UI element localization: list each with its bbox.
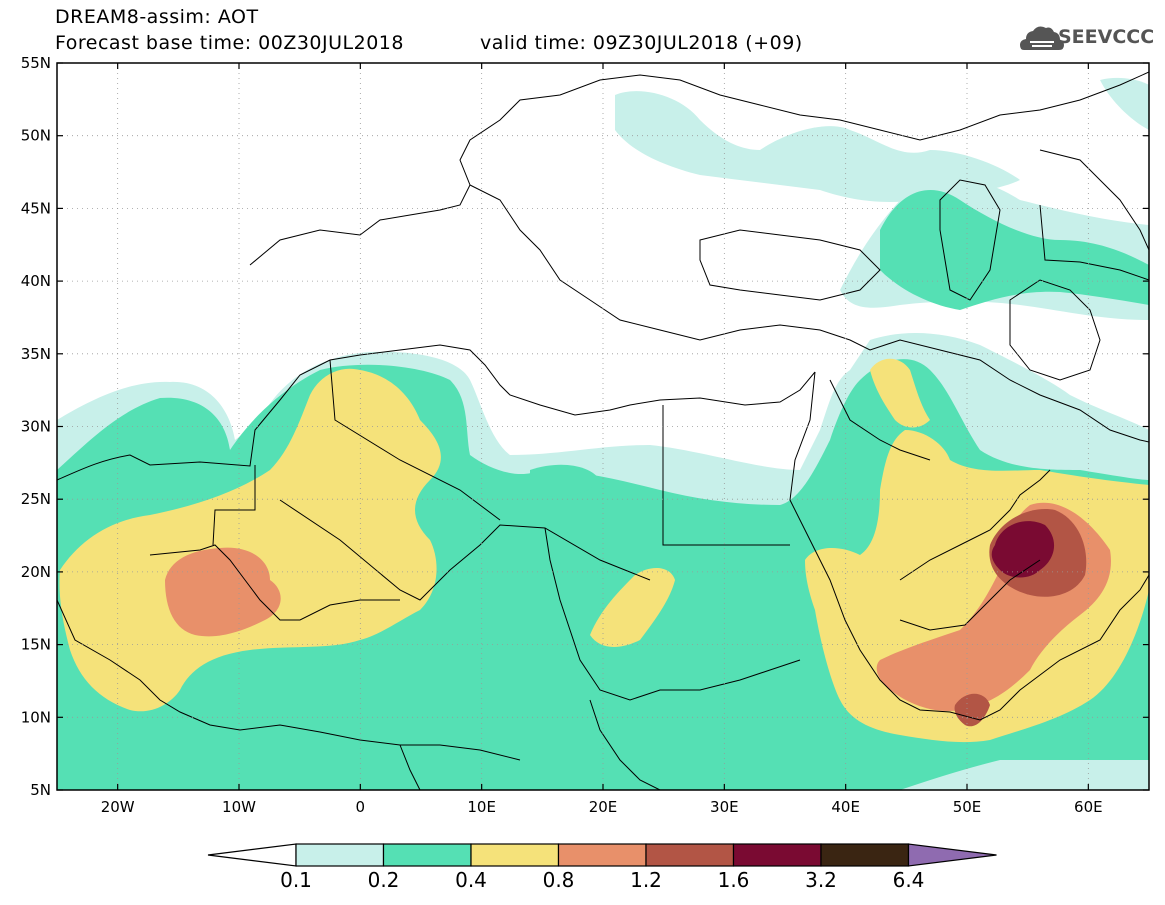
- colorbar-box: [645, 843, 735, 867]
- lat-label: 30N: [21, 418, 51, 436]
- lon-label: 10W: [222, 798, 256, 816]
- colorbar-over-triangle: [907, 843, 997, 867]
- colorbar-label: 0.8: [542, 868, 575, 892]
- chart-title: DREAM8-assim: AOT: [55, 6, 259, 28]
- colorbar-box: [557, 843, 647, 867]
- colorbar-label: 3.2: [805, 868, 837, 892]
- colorbar-label: 6.4: [892, 868, 925, 892]
- lat-axis-labels: 55N 50N 45N 40N 35N 30N 25N 20N 15N 10N 5N: [21, 54, 51, 799]
- lon-label: 60E: [1074, 798, 1103, 816]
- colorbar-label: 1.2: [630, 868, 662, 892]
- colorbar-box: [820, 843, 910, 867]
- lon-label: 30E: [710, 798, 739, 816]
- colorbar-under-triangle: [207, 843, 297, 867]
- lat-label: 10N: [21, 708, 51, 726]
- lat-label: 15N: [21, 636, 51, 654]
- colorbar-box: [295, 843, 385, 867]
- axis-ticks: [57, 62, 1149, 791]
- logo-text: SEEVCCC: [1058, 26, 1155, 48]
- graticule: [57, 63, 1149, 790]
- lon-label: 20E: [589, 798, 618, 816]
- lat-label: 40N: [21, 272, 51, 290]
- lat-label: 25N: [21, 490, 51, 508]
- lon-label: 40E: [831, 798, 860, 816]
- colorbar-box: [732, 843, 822, 867]
- colorbar-label: 1.6: [717, 868, 750, 892]
- lat-label: 5N: [30, 781, 51, 799]
- lat-label: 20N: [21, 563, 51, 581]
- valid-time: valid time: 09Z30JUL2018 (+09): [480, 32, 803, 54]
- lat-label: 35N: [21, 345, 51, 363]
- coastlines: [57, 71, 1149, 790]
- colorbar-label: 0.1: [280, 868, 312, 892]
- aot-field: [57, 71, 1149, 790]
- lon-label: 10E: [467, 798, 496, 816]
- colorbar-box: [382, 843, 472, 867]
- lat-label: 50N: [21, 127, 51, 145]
- lon-axis-labels: 20W 10W 0 10E 20E 30E 40E 50E 60E: [101, 798, 1103, 816]
- lon-label: 50E: [953, 798, 982, 816]
- colorbar-box: [470, 843, 560, 867]
- lon-label: 0: [356, 798, 366, 816]
- lat-label: 45N: [21, 199, 51, 217]
- cloud-icon: [1020, 26, 1064, 50]
- colorbar-label: 0.2: [367, 868, 400, 892]
- forecast-base-time: Forecast base time: 00Z30JUL2018: [55, 32, 404, 54]
- colorbar-boxes: [207, 843, 997, 867]
- colorbar-label: 0.4: [455, 868, 487, 892]
- lat-label: 55N: [21, 54, 51, 72]
- lon-label: 20W: [101, 798, 135, 816]
- aot-level-1.6: [991, 521, 1055, 578]
